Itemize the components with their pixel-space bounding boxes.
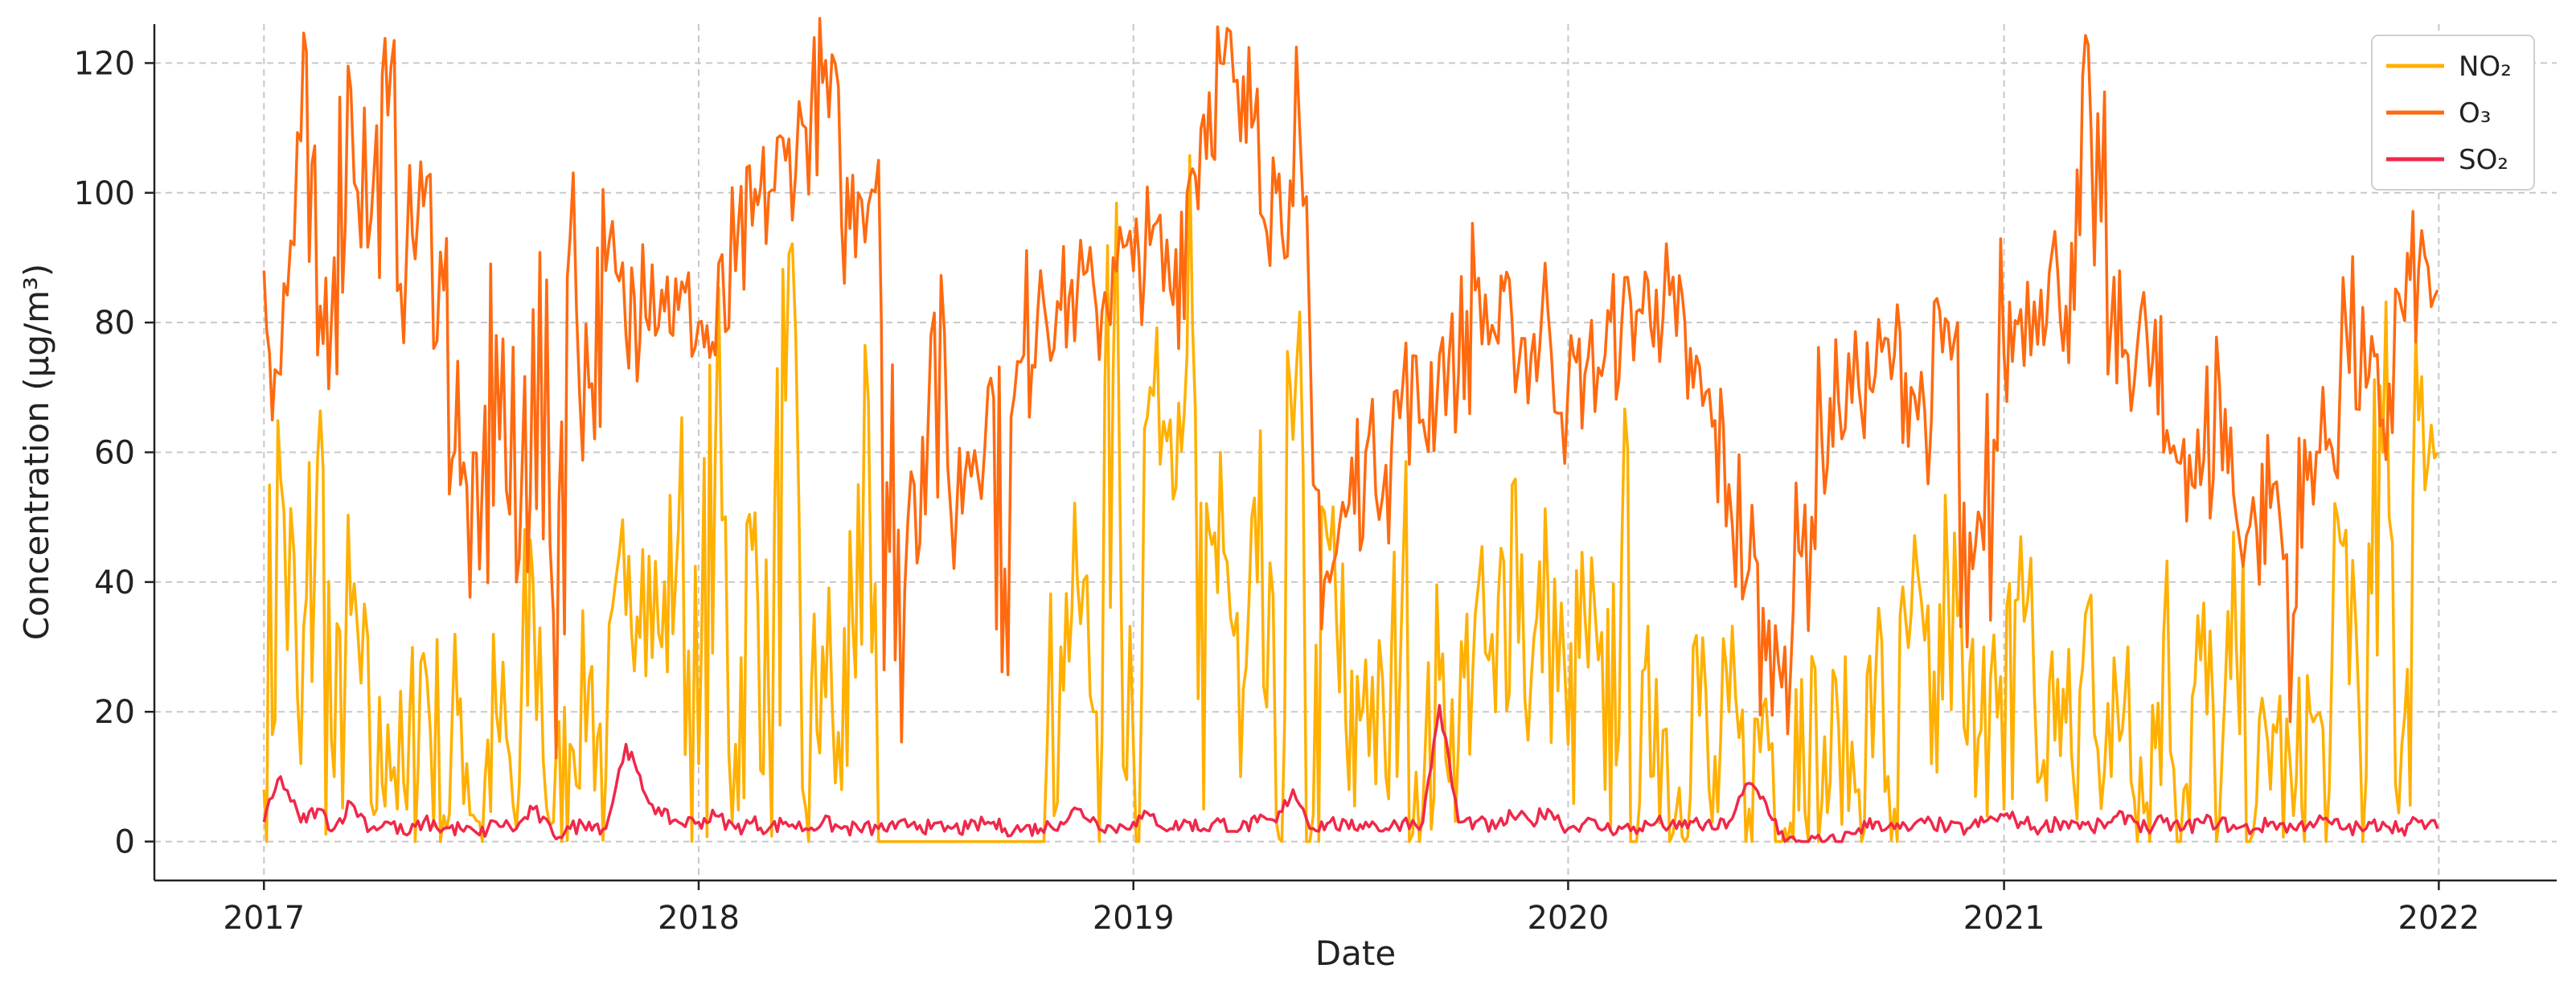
x-tick-label: 2020 bbox=[1528, 900, 1610, 937]
y-tick-label: 0 bbox=[115, 824, 135, 861]
legend-label: SO₂ bbox=[2459, 144, 2508, 176]
y-axis-ticks: 0 20 40 60 80 100 120 bbox=[74, 45, 154, 861]
y-tick-label: 40 bbox=[94, 564, 135, 601]
x-tick-label: 2018 bbox=[658, 900, 740, 937]
y-tick-label: 20 bbox=[94, 694, 135, 731]
legend-label: NO₂ bbox=[2459, 51, 2512, 83]
legend-label: O₃ bbox=[2459, 97, 2491, 129]
x-tick-label: 2022 bbox=[2398, 900, 2480, 937]
y-tick-label: 100 bbox=[74, 175, 135, 212]
x-tick-label: 2017 bbox=[223, 900, 305, 937]
x-tick-label: 2019 bbox=[1093, 900, 1175, 937]
legend: NO₂ O₃ SO₂ bbox=[2371, 35, 2535, 191]
series-line-so2 bbox=[262, 704, 2439, 843]
series-line-no2 bbox=[262, 154, 2439, 843]
x-axis-ticks: 2017 2018 2019 2020 2021 2022 bbox=[223, 880, 2480, 937]
legend-box bbox=[2371, 35, 2535, 191]
x-axis-title: Date bbox=[1315, 934, 1396, 973]
x-tick-label: 2021 bbox=[1963, 900, 2045, 937]
y-tick-label: 60 bbox=[94, 435, 135, 472]
series-line-o3 bbox=[262, 17, 2439, 760]
series-lines bbox=[262, 17, 2439, 843]
y-tick-label: 80 bbox=[94, 305, 135, 342]
y-tick-label: 120 bbox=[74, 45, 135, 82]
y-axis-title: Concentration (μg/m³) bbox=[17, 264, 56, 641]
